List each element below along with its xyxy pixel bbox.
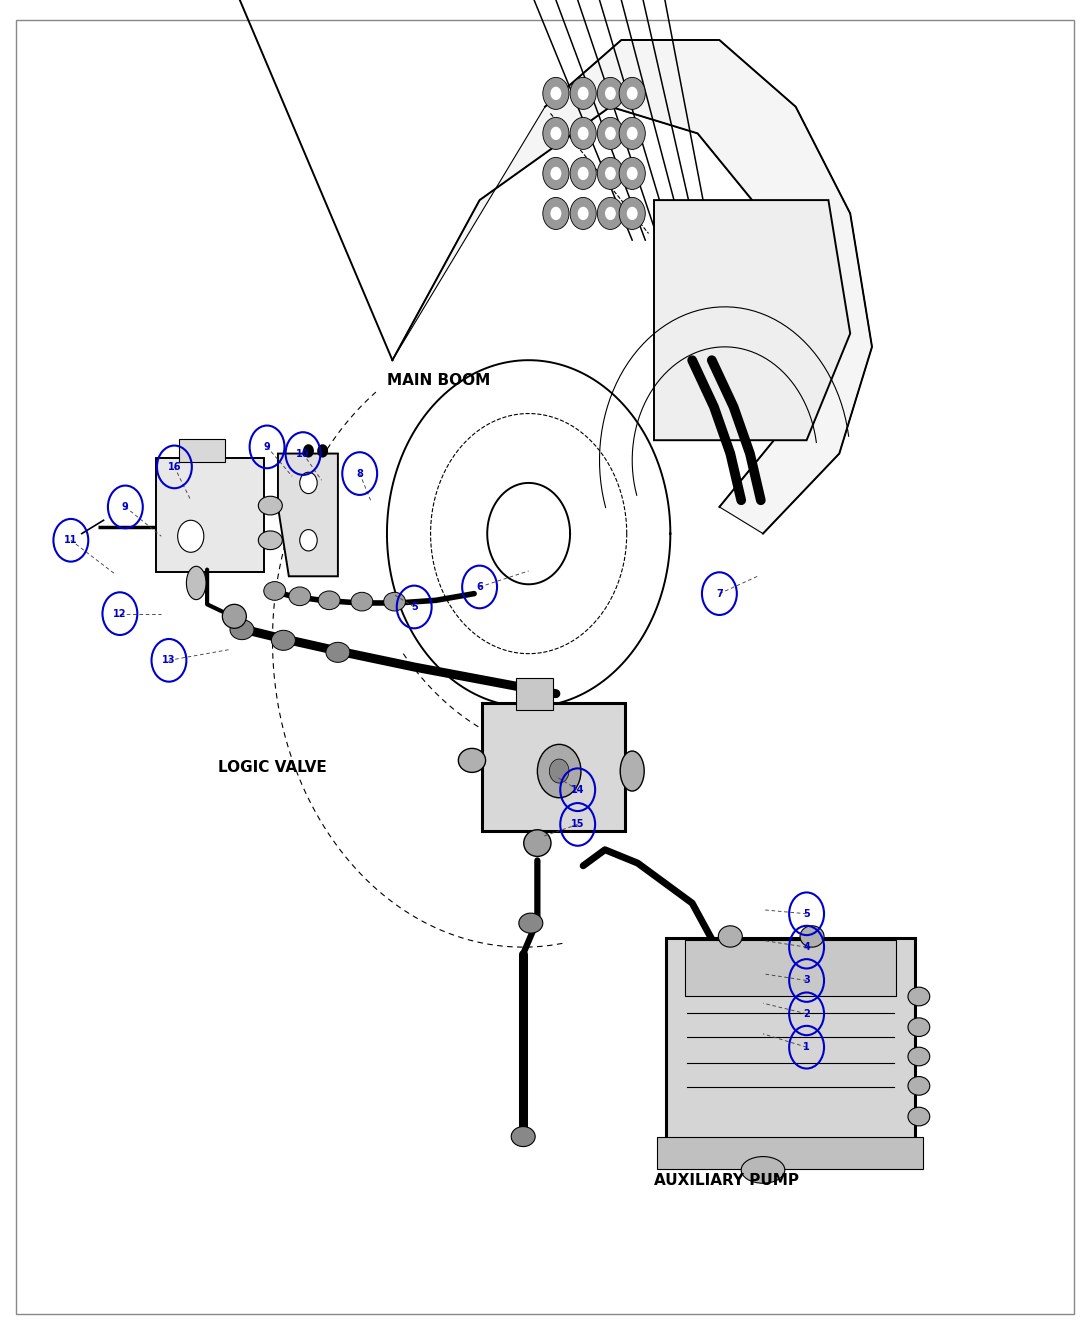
Ellipse shape — [258, 531, 282, 550]
Circle shape — [300, 472, 317, 494]
Circle shape — [537, 744, 581, 798]
Circle shape — [605, 167, 616, 180]
Ellipse shape — [384, 592, 405, 611]
Circle shape — [549, 759, 569, 783]
Ellipse shape — [186, 567, 206, 600]
Circle shape — [597, 197, 623, 229]
Text: 13: 13 — [162, 655, 175, 666]
Polygon shape — [387, 360, 670, 707]
Text: 3: 3 — [803, 975, 810, 986]
Text: 15: 15 — [571, 819, 584, 830]
Circle shape — [619, 77, 645, 109]
FancyBboxPatch shape — [666, 938, 915, 1155]
Text: 4: 4 — [803, 942, 810, 952]
FancyBboxPatch shape — [685, 940, 896, 996]
Ellipse shape — [222, 604, 246, 628]
Ellipse shape — [741, 1157, 785, 1183]
FancyBboxPatch shape — [516, 678, 553, 710]
Circle shape — [627, 167, 638, 180]
Circle shape — [570, 197, 596, 229]
Text: 6: 6 — [476, 582, 483, 592]
Circle shape — [605, 127, 616, 140]
Text: 9: 9 — [264, 442, 270, 452]
Ellipse shape — [318, 591, 340, 610]
Circle shape — [543, 157, 569, 189]
Ellipse shape — [908, 1047, 930, 1066]
Circle shape — [543, 197, 569, 229]
Ellipse shape — [258, 496, 282, 515]
Text: 9: 9 — [122, 502, 129, 512]
Circle shape — [627, 127, 638, 140]
Ellipse shape — [289, 587, 311, 606]
Polygon shape — [278, 454, 338, 576]
Text: 14: 14 — [571, 784, 584, 795]
Polygon shape — [487, 483, 570, 584]
Ellipse shape — [908, 1077, 930, 1095]
Text: LOGIC VALVE: LOGIC VALVE — [218, 759, 327, 775]
Circle shape — [597, 77, 623, 109]
Circle shape — [619, 197, 645, 229]
Circle shape — [627, 87, 638, 100]
Ellipse shape — [351, 592, 373, 611]
Circle shape — [550, 127, 561, 140]
Circle shape — [578, 127, 589, 140]
Circle shape — [550, 87, 561, 100]
Circle shape — [178, 520, 204, 552]
Circle shape — [597, 157, 623, 189]
Ellipse shape — [523, 830, 552, 856]
Ellipse shape — [519, 912, 543, 934]
Circle shape — [597, 117, 623, 149]
FancyBboxPatch shape — [482, 703, 625, 831]
Text: AUXILIARY PUMP: AUXILIARY PUMP — [654, 1173, 799, 1189]
Circle shape — [570, 117, 596, 149]
Circle shape — [570, 77, 596, 109]
Circle shape — [543, 77, 569, 109]
Ellipse shape — [264, 582, 286, 600]
Circle shape — [627, 207, 638, 220]
Text: 5: 5 — [803, 908, 810, 919]
Circle shape — [619, 117, 645, 149]
Ellipse shape — [620, 751, 644, 791]
Text: 16: 16 — [168, 462, 181, 472]
Ellipse shape — [458, 748, 486, 772]
Circle shape — [619, 157, 645, 189]
Circle shape — [300, 530, 317, 551]
Ellipse shape — [271, 630, 295, 650]
Ellipse shape — [511, 1126, 535, 1147]
Text: 5: 5 — [411, 602, 417, 612]
Ellipse shape — [908, 1107, 930, 1126]
FancyBboxPatch shape — [179, 439, 225, 462]
Circle shape — [317, 444, 328, 458]
Polygon shape — [392, 40, 872, 534]
Text: 12: 12 — [113, 608, 126, 619]
Text: 10: 10 — [296, 448, 310, 459]
Circle shape — [578, 207, 589, 220]
Text: 2: 2 — [803, 1009, 810, 1019]
Circle shape — [605, 87, 616, 100]
Ellipse shape — [800, 926, 824, 947]
Circle shape — [550, 167, 561, 180]
Ellipse shape — [718, 926, 742, 947]
Ellipse shape — [908, 987, 930, 1006]
Text: 1: 1 — [803, 1042, 810, 1053]
Ellipse shape — [908, 1018, 930, 1037]
Circle shape — [570, 157, 596, 189]
Text: 8: 8 — [356, 468, 363, 479]
Text: 7: 7 — [716, 588, 723, 599]
Ellipse shape — [326, 643, 350, 663]
Text: 11: 11 — [64, 535, 77, 546]
Circle shape — [578, 87, 589, 100]
Circle shape — [578, 167, 589, 180]
Circle shape — [550, 207, 561, 220]
FancyBboxPatch shape — [657, 1137, 923, 1169]
Circle shape — [303, 444, 314, 458]
Polygon shape — [654, 200, 850, 440]
Text: MAIN BOOM: MAIN BOOM — [387, 372, 490, 388]
Ellipse shape — [230, 619, 254, 639]
FancyBboxPatch shape — [156, 458, 264, 572]
Circle shape — [605, 207, 616, 220]
Circle shape — [543, 117, 569, 149]
